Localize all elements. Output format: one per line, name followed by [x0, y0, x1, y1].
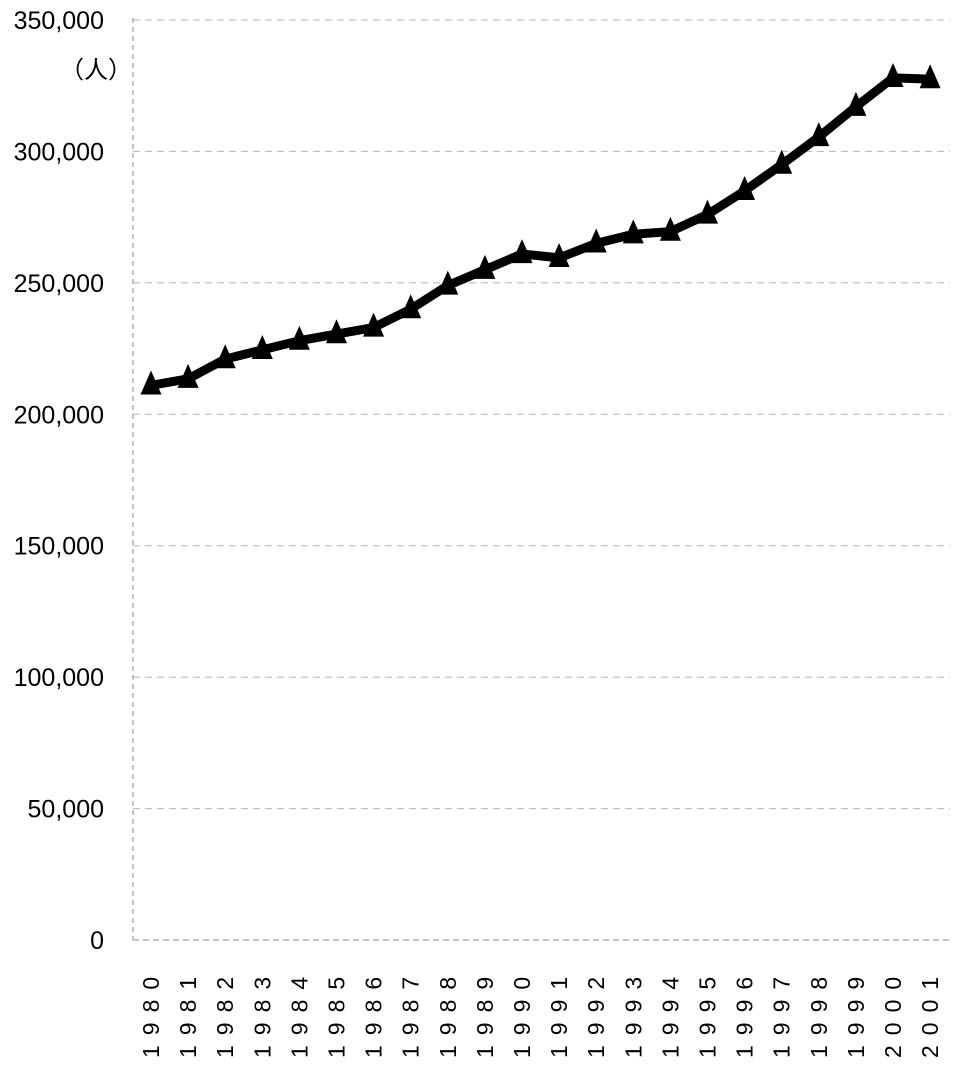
data-point-marker — [511, 239, 533, 264]
x-tick-label: 1993 — [620, 967, 646, 1058]
x-tick-label: 1991 — [546, 967, 572, 1058]
x-tick-label-text: 2000 — [880, 967, 906, 1058]
x-tick-label-text: 1997 — [769, 967, 795, 1058]
x-tick-label-text: 1995 — [695, 967, 721, 1058]
data-point-marker — [400, 294, 422, 319]
x-tick-label: 1981 — [175, 967, 201, 1058]
x-tick-label-text: 1993 — [620, 967, 646, 1058]
x-tick-label: 1997 — [769, 967, 795, 1058]
x-tick-label-text: 1991 — [546, 967, 572, 1058]
x-tick-label: 2001 — [917, 967, 943, 1058]
data-point-marker — [251, 335, 273, 360]
data-point-marker — [697, 199, 718, 224]
x-tick-label: 1980 — [138, 967, 164, 1058]
x-tick-labels: 1980 1981 1982 1983 1984 1985 1986 1987 1988 1989… — [138, 967, 943, 1058]
y-tick-label: 350,000 — [14, 7, 104, 35]
data-point-marker — [326, 319, 347, 344]
data-point-marker — [734, 175, 756, 200]
x-tick-label-text: 1990 — [509, 967, 535, 1058]
y-tick-label: 0 — [90, 927, 104, 955]
x-tick-label: 1992 — [583, 967, 609, 1058]
y-tick-label: 300,000 — [14, 138, 104, 166]
grid-lines — [133, 19, 950, 810]
x-tick-label-text: 2001 — [917, 967, 943, 1058]
x-tick-label: 1995 — [695, 967, 721, 1058]
x-tick-label-text: 1998 — [806, 967, 832, 1058]
data-point-marker — [808, 122, 830, 147]
x-tick-label-text: 1988 — [435, 967, 461, 1058]
data-point-marker — [474, 254, 496, 279]
x-tick-label: 1999 — [843, 967, 869, 1058]
series-layer — [140, 62, 941, 395]
x-tick-label: 1985 — [324, 967, 350, 1058]
y-tick-label: 200,000 — [14, 401, 104, 429]
data-point-marker — [140, 370, 162, 395]
x-tick-label: 1989 — [472, 967, 498, 1058]
y-tick-label: 50,000 — [28, 796, 104, 824]
x-tick-label-text: 1984 — [286, 967, 312, 1058]
x-tick-label: 1990 — [509, 967, 535, 1058]
data-point-marker — [437, 270, 459, 295]
x-tick-label: 1988 — [435, 967, 461, 1058]
x-tick-label-text: 1992 — [583, 967, 609, 1058]
x-tick-label-text: 1996 — [732, 967, 758, 1058]
y-unit-label: （人） — [60, 57, 132, 84]
x-tick-label-text: 1982 — [212, 967, 238, 1058]
x-tick-label: 1983 — [249, 967, 275, 1058]
data-point-marker — [288, 325, 310, 350]
y-tick-label: 100,000 — [14, 664, 104, 692]
data-point-marker — [882, 62, 904, 87]
data-point-marker — [214, 344, 236, 369]
data-point-marker — [622, 219, 644, 244]
x-tick-label-text: 1989 — [472, 967, 498, 1058]
x-tick-label-text: 1999 — [843, 967, 869, 1058]
x-tick-label: 1982 — [212, 967, 238, 1058]
data-point-marker — [585, 228, 607, 253]
x-tick-label-text: 1987 — [398, 967, 424, 1058]
x-tick-label-text: 1981 — [175, 967, 201, 1058]
data-point-marker — [548, 243, 570, 268]
x-tick-label-text: 1985 — [324, 967, 350, 1058]
data-point-marker — [659, 216, 681, 241]
x-tick-label: 1996 — [732, 967, 758, 1058]
x-tick-label-text: 1986 — [361, 967, 387, 1058]
x-tick-label-text: 1980 — [138, 967, 164, 1058]
data-point-marker — [919, 64, 941, 89]
x-tick-label: 1998 — [806, 967, 832, 1058]
series-line — [146, 73, 935, 390]
data-point-marker — [771, 149, 793, 174]
data-point-marker — [177, 363, 199, 388]
y-tick-labels: 0 50,000 100,000 150,000 200,000 250,000 300,0… — [14, 7, 104, 955]
x-tick-label: 1994 — [657, 967, 683, 1058]
data-point-marker — [845, 91, 867, 116]
x-tick-label: 2000 — [880, 967, 906, 1058]
x-tick-label: 1987 — [398, 967, 424, 1058]
y-tick-label: 150,000 — [14, 533, 104, 561]
x-tick-label: 1984 — [286, 967, 312, 1058]
x-tick-label-text: 1994 — [657, 967, 683, 1058]
x-tick-label-text: 1983 — [249, 967, 275, 1058]
x-tick-label: 1986 — [361, 967, 387, 1058]
data-point-marker — [363, 312, 385, 337]
y-tick-label: 250,000 — [14, 270, 104, 298]
